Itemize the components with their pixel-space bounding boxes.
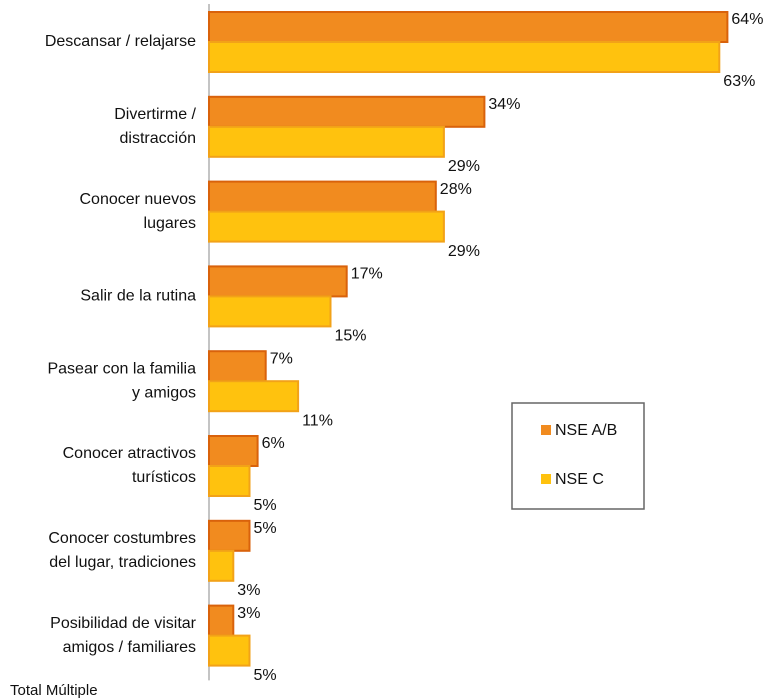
bar-nse-ab-2 xyxy=(208,180,437,213)
legend-box xyxy=(511,402,645,510)
legend-swatch-nse-c xyxy=(541,474,551,484)
bar-nse-c-5 xyxy=(208,465,251,497)
value-label-nse-c-5: 5% xyxy=(254,497,277,514)
category-label-line: Conocer costumbres xyxy=(48,530,196,547)
bar-nse-c-3 xyxy=(208,295,332,328)
category-label-line: del lugar, tradiciones xyxy=(49,554,196,571)
category-label-3: Salir de la rutina xyxy=(80,288,196,305)
category-label-2: Conocer nuevos lugares xyxy=(79,191,196,232)
bar-nse-ab-7 xyxy=(208,604,235,637)
category-label-line: lugares xyxy=(144,215,196,232)
category-label-1: Divertirme / distracción xyxy=(114,106,196,147)
category-label-7: Posibilidad de visitar amigos / familiare… xyxy=(50,615,197,656)
value-label-nse-ab-2: 28% xyxy=(440,181,472,198)
value-label-nse-ab-3: 17% xyxy=(351,266,383,283)
legend-label-nse-ab: NSE A/B xyxy=(555,422,617,439)
bar-nse-ab-1 xyxy=(208,95,486,128)
value-label-nse-c-0: 63% xyxy=(723,73,755,90)
bar-nse-c-2 xyxy=(208,210,445,243)
category-label-line: Posibilidad de visitar xyxy=(50,615,197,632)
value-label-nse-c-3: 15% xyxy=(335,328,367,345)
bar-nse-c-4 xyxy=(208,380,300,413)
value-label-nse-c-4: 11% xyxy=(302,412,333,429)
category-labels-group: Descansar / relajarse Divertirme / distrac… xyxy=(45,33,197,656)
value-labels-group: 64% 63% 34% 29% 28% 29% 17% 15% 7% 11% 6% 5% 5% 3% 3% 5… xyxy=(237,11,763,684)
legend-label-nse-c: NSE C xyxy=(555,471,604,488)
value-label-nse-ab-6: 5% xyxy=(254,520,277,537)
value-label-nse-ab-5: 6% xyxy=(262,435,285,452)
category-label-line: Salir de la rutina xyxy=(80,288,196,305)
bar-nse-c-6 xyxy=(208,549,235,582)
footnote: Total Múltiple xyxy=(10,682,98,699)
bar-nse-ab-6 xyxy=(208,519,251,552)
category-label-line: Pasear con la familia xyxy=(47,360,196,377)
category-label-line: Conocer nuevos xyxy=(79,191,196,208)
value-label-nse-c-1: 29% xyxy=(448,158,480,175)
bar-nse-c-1 xyxy=(208,125,445,158)
category-label-line: Conocer atractivos xyxy=(63,445,196,462)
value-label-nse-ab-1: 34% xyxy=(488,96,520,113)
bar-nse-ab-4 xyxy=(208,350,267,383)
bar-nse-c-7 xyxy=(208,634,251,667)
bars-group xyxy=(208,11,729,667)
category-label-6: Conocer costumbres del lugar, tradiciones xyxy=(48,530,196,571)
category-label-4: Pasear con la familia y amigos xyxy=(47,360,196,401)
category-label-5: Conocer atractivos turísticos xyxy=(63,445,196,486)
category-label-0: Descansar / relajarse xyxy=(45,33,196,50)
value-label-nse-c-2: 29% xyxy=(448,243,480,260)
category-label-line: turísticos xyxy=(132,469,196,486)
value-label-nse-c-7: 5% xyxy=(254,667,277,684)
value-label-nse-ab-0: 64% xyxy=(731,11,763,28)
category-label-line: Divertirme / xyxy=(114,106,196,123)
value-label-nse-ab-4: 7% xyxy=(270,350,293,367)
legend-swatch-nse-ab xyxy=(541,425,551,435)
category-label-line: distracción xyxy=(120,130,196,147)
bar-nse-ab-3 xyxy=(208,265,348,298)
bar-nse-ab-0 xyxy=(208,11,729,43)
legend: NSE A/B NSE C xyxy=(511,402,645,510)
value-label-nse-c-6: 3% xyxy=(237,582,260,599)
category-label-line: y amigos xyxy=(132,384,196,401)
bar-nse-c-0 xyxy=(208,41,721,73)
category-label-line: Descansar / relajarse xyxy=(45,33,196,50)
bar-nse-ab-5 xyxy=(208,435,259,467)
value-label-nse-ab-7: 3% xyxy=(237,605,260,622)
category-label-line: amigos / familiares xyxy=(63,639,196,656)
